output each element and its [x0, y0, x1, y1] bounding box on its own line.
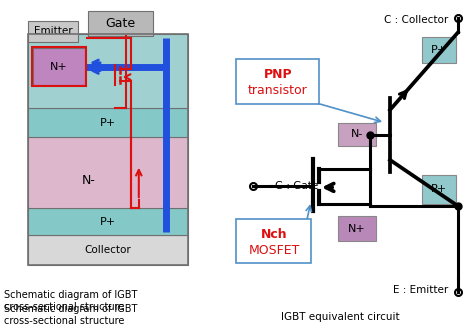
- Text: G : Gate: G : Gate: [275, 182, 318, 191]
- Text: Emitter: Emitter: [34, 26, 73, 36]
- Bar: [28, 208, 188, 236]
- Bar: [338, 216, 376, 241]
- Text: MOSFET: MOSFET: [248, 244, 300, 257]
- Bar: [28, 108, 188, 137]
- Text: IGBT equivalent circuit: IGBT equivalent circuit: [281, 312, 399, 322]
- Text: C : Collector: C : Collector: [384, 15, 448, 25]
- Text: PNP: PNP: [264, 68, 292, 81]
- Bar: [33, 48, 85, 85]
- Text: transistor: transistor: [248, 84, 308, 97]
- Text: N+: N+: [348, 224, 366, 234]
- Bar: [88, 11, 153, 36]
- Text: P+: P+: [100, 217, 116, 227]
- Text: Gate: Gate: [106, 17, 136, 30]
- Bar: [338, 123, 376, 146]
- Bar: [28, 34, 188, 265]
- FancyBboxPatch shape: [237, 219, 311, 263]
- Text: Schematic diagram of IGBT
cross-sectional structure: Schematic diagram of IGBT cross-sectiona…: [4, 304, 137, 326]
- Text: Collector: Collector: [85, 245, 131, 255]
- Bar: [422, 175, 456, 204]
- Text: E : Emitter: E : Emitter: [393, 285, 448, 295]
- Text: Nch: Nch: [261, 228, 287, 241]
- Text: N-: N-: [82, 174, 96, 187]
- Text: N+: N+: [50, 62, 68, 72]
- Bar: [28, 236, 188, 265]
- FancyBboxPatch shape: [237, 59, 319, 104]
- Bar: [28, 20, 78, 42]
- Bar: [422, 37, 456, 63]
- Bar: [28, 137, 188, 208]
- Bar: [28, 34, 188, 108]
- Text: P+: P+: [100, 118, 116, 128]
- Bar: [32, 47, 86, 86]
- Text: N-: N-: [351, 129, 363, 140]
- Text: P+: P+: [431, 45, 447, 55]
- Text: P+: P+: [431, 184, 447, 194]
- Text: Schematic diagram of IGBT
cross-sectional structure: Schematic diagram of IGBT cross-sectiona…: [4, 290, 137, 312]
